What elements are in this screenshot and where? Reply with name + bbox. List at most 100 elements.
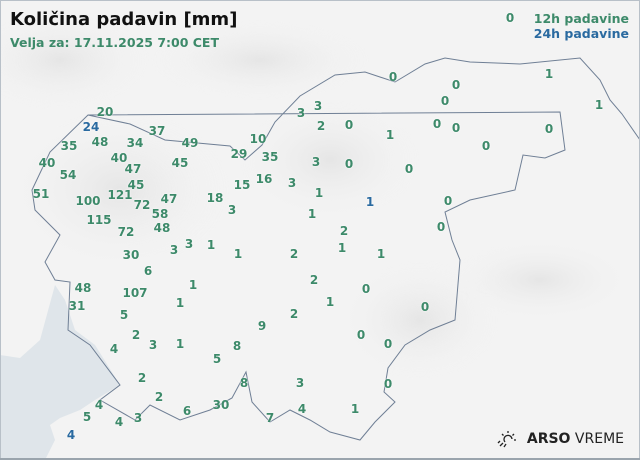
station-value-12h: 54 bbox=[59, 168, 77, 182]
station-value-12h: 0 bbox=[443, 194, 453, 208]
station-value-12h: 0 bbox=[404, 162, 414, 176]
station-value-12h: 37 bbox=[148, 124, 166, 138]
station-value-12h: 5 bbox=[119, 308, 129, 322]
station-value-12h: 3 bbox=[133, 411, 143, 425]
station-value-12h: 0 bbox=[436, 220, 446, 234]
station-value-12h: 0 bbox=[344, 157, 354, 171]
station-value-24h: 24 bbox=[82, 120, 100, 134]
slovenia-border bbox=[31, 57, 640, 441]
station-value-12h: 1 bbox=[175, 296, 185, 310]
station-value-12h: 16 bbox=[255, 172, 273, 186]
station-value-12h: 4 bbox=[114, 415, 124, 429]
station-value-12h: 31 bbox=[68, 299, 86, 313]
station-value-12h: 47 bbox=[160, 192, 178, 206]
station-value-12h: 3 bbox=[169, 243, 179, 257]
map-title: Količina padavin [mm] bbox=[10, 9, 238, 30]
station-value-12h: 1 bbox=[188, 278, 198, 292]
station-value-12h: 0 bbox=[344, 118, 354, 132]
station-value-12h: 3 bbox=[148, 338, 158, 352]
station-value-12h: 3 bbox=[311, 155, 321, 169]
station-value-12h: 72 bbox=[133, 198, 151, 212]
station-value-12h: 115 bbox=[86, 213, 112, 227]
station-value-12h: 1 bbox=[350, 402, 360, 416]
station-value-12h: 0 bbox=[481, 139, 491, 153]
station-value-12h: 4 bbox=[94, 398, 104, 412]
sun-rain-icon bbox=[497, 431, 516, 448]
station-value-12h: 2 bbox=[137, 371, 147, 385]
station-value-12h: 47 bbox=[124, 162, 142, 176]
station-value-12h: 49 bbox=[181, 136, 199, 150]
valid-time: Velja za: 17.11.2025 7:00 CET bbox=[10, 35, 219, 50]
station-value-12h: 1 bbox=[337, 241, 347, 255]
station-value-12h: 0 bbox=[361, 282, 371, 296]
station-value-12h: 1 bbox=[206, 238, 216, 252]
station-value-12h: 2 bbox=[289, 307, 299, 321]
station-value-12h: 8 bbox=[239, 376, 249, 390]
station-value-12h: 0 bbox=[544, 122, 554, 136]
station-value-12h: 1 bbox=[544, 67, 554, 81]
station-value-12h: 40 bbox=[38, 156, 56, 170]
station-value-12h: 0 bbox=[356, 328, 366, 342]
station-value-12h: 1 bbox=[594, 98, 604, 112]
logo-text: ARSO VREME bbox=[526, 431, 624, 447]
bottom-rule bbox=[0, 458, 640, 460]
station-value-12h: 1 bbox=[314, 186, 324, 200]
terrain-shading bbox=[0, 10, 630, 380]
station-value-12h: 10 bbox=[249, 132, 267, 146]
station-value-24h: 1 bbox=[365, 195, 375, 209]
station-value-12h: 4 bbox=[297, 402, 307, 416]
legend-24h: 24h padavine bbox=[533, 26, 629, 41]
legend-12h: 12h padavine bbox=[533, 11, 629, 26]
station-value-12h: 48 bbox=[91, 135, 109, 149]
station-value-12h: 15 bbox=[233, 178, 251, 192]
station-value-12h: 3 bbox=[227, 203, 237, 217]
station-value-12h: 45 bbox=[127, 178, 145, 192]
station-value-12h: 2 bbox=[339, 224, 349, 238]
station-value-12h: 3 bbox=[313, 99, 323, 113]
station-value-12h: 2 bbox=[289, 247, 299, 261]
station-value-12h: 5 bbox=[82, 410, 92, 424]
station-value-12h: 9 bbox=[257, 319, 267, 333]
station-value-12h: 100 bbox=[75, 194, 101, 208]
station-value-12h: 1 bbox=[325, 295, 335, 309]
station-value-12h: 0 bbox=[383, 337, 393, 351]
station-value-12h: 0 bbox=[451, 78, 461, 92]
station-value-12h: 45 bbox=[171, 156, 189, 170]
arso-logo: ARSO VREME bbox=[497, 430, 624, 448]
station-value-12h: 3 bbox=[295, 376, 305, 390]
station-value-12h: 40 bbox=[110, 151, 128, 165]
station-value-12h: 0 bbox=[505, 11, 515, 25]
station-value-12h: 30 bbox=[122, 248, 140, 262]
station-value-12h: 1 bbox=[233, 247, 243, 261]
station-value-12h: 3 bbox=[184, 237, 194, 251]
station-value-12h: 48 bbox=[153, 221, 171, 235]
station-value-12h: 4 bbox=[109, 342, 119, 356]
station-value-12h: 3 bbox=[296, 106, 306, 120]
station-value-12h: 1 bbox=[175, 337, 185, 351]
station-value-12h: 2 bbox=[154, 390, 164, 404]
station-value-12h: 7 bbox=[265, 411, 275, 425]
station-value-12h: 35 bbox=[60, 139, 78, 153]
station-value-12h: 2 bbox=[131, 328, 141, 342]
station-value-12h: 48 bbox=[74, 281, 92, 295]
station-value-12h: 35 bbox=[261, 150, 279, 164]
station-value-12h: 2 bbox=[316, 119, 326, 133]
station-value-12h: 6 bbox=[143, 264, 153, 278]
station-value-12h: 0 bbox=[451, 121, 461, 135]
station-value-12h: 5 bbox=[212, 352, 222, 366]
station-value-12h: 8 bbox=[232, 339, 242, 353]
station-value-12h: 3 bbox=[287, 176, 297, 190]
station-value-12h: 121 bbox=[107, 188, 133, 202]
station-value-24h: 4 bbox=[66, 428, 76, 442]
station-value-12h: 0 bbox=[432, 117, 442, 131]
station-value-12h: 1 bbox=[376, 247, 386, 261]
station-value-12h: 51 bbox=[32, 187, 50, 201]
station-value-12h: 72 bbox=[117, 225, 135, 239]
station-value-12h: 0 bbox=[388, 70, 398, 84]
station-value-12h: 2 bbox=[309, 273, 319, 287]
station-value-12h: 0 bbox=[440, 94, 450, 108]
station-value-12h: 0 bbox=[420, 300, 430, 314]
station-value-12h: 107 bbox=[122, 286, 148, 300]
station-value-12h: 18 bbox=[206, 191, 224, 205]
